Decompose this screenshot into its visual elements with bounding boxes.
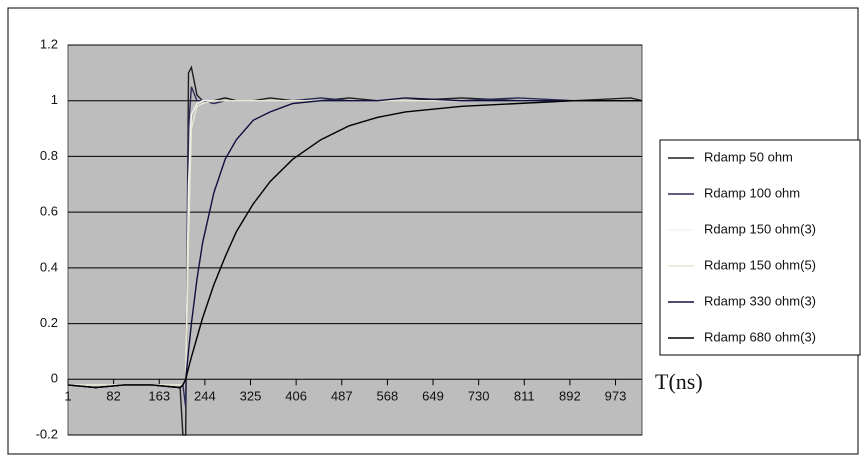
y-tick-label: 0.6 — [40, 204, 58, 219]
x-tick-label: 730 — [468, 389, 490, 404]
legend-label: Rdamp 150 ohm(3) — [704, 221, 816, 236]
y-tick-label: -0.2 — [36, 426, 58, 441]
x-tick-label: 406 — [285, 389, 307, 404]
plot-area — [67, 44, 643, 436]
x-tick-label: 244 — [194, 389, 216, 404]
y-tick-label: 1 — [51, 92, 58, 107]
legend-box — [659, 139, 861, 356]
y-tick-label: 0 — [51, 371, 58, 386]
legend-label: Rdamp 680 ohm(3) — [704, 329, 816, 344]
x-tick-label: 82 — [106, 389, 120, 404]
x-tick-label: 811 — [514, 389, 535, 404]
x-tick-label: 163 — [148, 389, 170, 404]
x-axis-label: T(ns) — [655, 369, 703, 394]
legend-label: Rdamp 150 ohm(5) — [704, 257, 816, 272]
series-line — [67, 65, 643, 436]
x-tick-label: 973 — [605, 389, 627, 404]
x-tick-label: 1 — [64, 389, 71, 404]
y-tick-label: 0.2 — [40, 315, 58, 330]
legend-label: Rdamp 100 ohm — [704, 185, 800, 200]
x-tick-label: 487 — [331, 389, 353, 404]
x-tick-label: 568 — [377, 389, 399, 404]
y-tick-label: 0.8 — [40, 148, 58, 163]
x-tick-label: 649 — [422, 389, 444, 404]
y-tick-label: 1.2 — [40, 36, 58, 51]
y-tick-label: 0.4 — [40, 259, 58, 274]
series-line — [67, 100, 642, 389]
x-tick-label: 892 — [559, 389, 581, 404]
x-tick-label: 325 — [240, 389, 262, 404]
legend-label: Rdamp 330 ohm(3) — [704, 293, 816, 308]
legend-label: Rdamp 50 ohm — [704, 149, 793, 164]
